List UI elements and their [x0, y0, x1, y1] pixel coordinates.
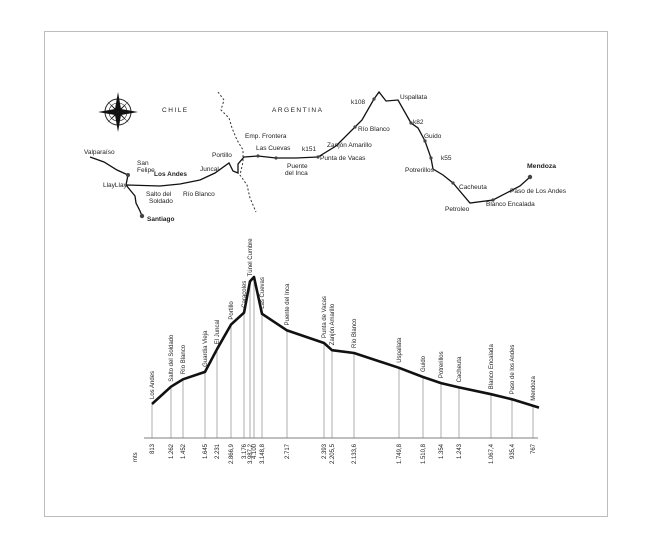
station-name-label: Puente del Inca	[285, 283, 291, 325]
map-station-dots	[126, 97, 533, 219]
station-altitude-label: 3.148,8	[260, 443, 266, 464]
station-altitude-label: 1.749,8	[397, 443, 403, 464]
place-los-andes: Los Andes	[154, 171, 187, 178]
country-label-chile: CHILE	[162, 107, 189, 114]
place-juncal: Juncal	[200, 166, 219, 173]
station-name-label: Caracoles	[242, 281, 248, 308]
station-name-label: Túnel Cumbre	[248, 238, 254, 277]
place-punta-de-vacas: Punta de Vacas	[320, 155, 366, 162]
station-altitude-label: 2.393	[322, 443, 328, 459]
station-altitude-label: 2.717	[285, 443, 291, 459]
station-name-label: Las Cuevas	[260, 277, 266, 309]
station-name-label: Zanjón Amarillo	[330, 303, 336, 345]
station-name-label: Potrerillos	[439, 351, 445, 378]
station-altitude-label: 2.205,5	[330, 443, 336, 464]
place-k82: k82	[413, 119, 424, 126]
station-altitude-label: 3.176	[242, 443, 248, 459]
place-puente-del-inca: Puente del Inca	[285, 163, 308, 177]
place-cacheuta: Cacheuta	[459, 184, 487, 191]
place-rio-blanco-chile: Río Blanco	[183, 191, 215, 198]
border-line	[217, 91, 257, 213]
place-san-felipe: San Felipe	[137, 160, 155, 174]
station-name-label: Cacheuta	[457, 356, 463, 382]
station-altitude-label: 767	[531, 443, 537, 454]
station-altitude-label: 1.243	[457, 443, 463, 459]
elevation-line	[151, 275, 540, 409]
station-name-label: Uspallata	[397, 337, 403, 363]
station-altitude-label: 3.987,2	[248, 443, 254, 464]
route-line	[89, 90, 531, 217]
station-name-label: Mendoza	[531, 375, 537, 400]
place-valparaiso: Valparaíso	[84, 149, 115, 156]
place-k55: k55	[441, 155, 452, 162]
unit-label: mts	[133, 452, 139, 462]
station-altitude-label: 2.866,9	[229, 443, 235, 464]
station-altitude-label: 1.645	[203, 443, 209, 459]
station-name-label: El Juncal	[215, 320, 221, 344]
country-label-argentina: ARGENTINA	[272, 107, 323, 114]
station-altitude-label: 2.231	[215, 443, 221, 459]
place-las-cuevas: Las Cuevas	[256, 145, 291, 152]
station-name-label: Guido	[421, 355, 427, 372]
place-paso-de-los-andes: Paso de Los Andes	[510, 188, 567, 195]
place-k151: k151	[302, 146, 316, 153]
place-mendoza: Mendoza	[527, 163, 556, 170]
station-name-label: Río Blanco	[352, 318, 358, 348]
compass-rose-icon	[98, 92, 138, 132]
place-emp-frontera: Emp. Frontera	[245, 133, 287, 140]
place-zanjon-amarillo: Zanjón Amarillo	[327, 142, 372, 149]
station-name-label: Los Andes	[150, 371, 156, 399]
place-guido: Guido	[424, 133, 442, 140]
station-altitude-label: 2.133,6	[352, 443, 358, 464]
place-petroleo: Petroleo	[445, 206, 470, 213]
station-name-label: Paso de los Andes	[510, 345, 516, 395]
place-rio-blanco-argentina: Río Blanco	[358, 126, 390, 133]
place-potrerillos: Potrerillos	[405, 167, 435, 174]
station-altitude-label: 1.262	[169, 443, 175, 459]
place-salto-del-soldado: Salto del Soldado	[146, 191, 173, 205]
station-name-label: Río Blanco	[181, 344, 187, 374]
station-name-label: Salto del Soldado	[169, 334, 175, 382]
station-name-label: Guardia Vieja	[203, 330, 209, 367]
place-portillo: Portillo	[212, 152, 232, 159]
station-name-label: Blanco Encalada	[489, 344, 495, 390]
place-uspallata: Uspallata	[400, 94, 427, 101]
station-altitude-label: 1.452	[181, 443, 187, 459]
station-altitude-label: 1.354	[439, 443, 445, 459]
station-altitude-label: 1.067,4	[489, 443, 495, 464]
station-name-label: Portillo	[229, 301, 235, 320]
place-santiago: Santiago	[147, 216, 174, 223]
station-altitude-label: 813	[150, 443, 156, 454]
place-blanco-encalada: Blanco Encalada	[486, 201, 535, 208]
place-k108: k108	[351, 99, 365, 106]
station-altitude-label: 935,4	[510, 443, 516, 459]
station-altitude-label: 1.510,8	[421, 443, 427, 464]
station-altitude-label: 4.100	[252, 443, 258, 459]
station-name-label: Punta de Vacas	[322, 296, 328, 338]
place-llaylay: LlayLlay	[103, 182, 128, 189]
